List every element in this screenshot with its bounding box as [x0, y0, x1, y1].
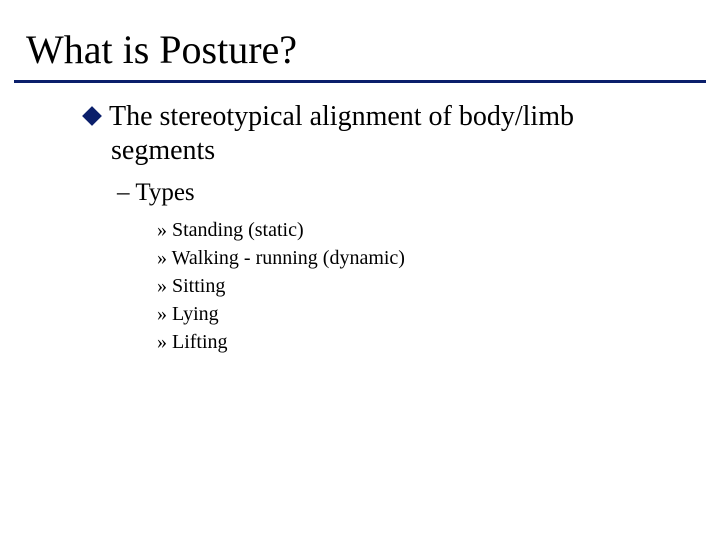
- chevron-bullet-icon: »: [157, 275, 172, 297]
- bullet-level-1-text: The stereotypical alignment of body/limb…: [109, 101, 574, 166]
- chevron-bullet-icon: »: [157, 219, 172, 241]
- bullet-level-2-text: Types: [135, 179, 194, 206]
- diamond-bullet-icon: [82, 106, 102, 126]
- slide: { "title": "What is Posture?", "rule": {…: [0, 0, 720, 540]
- bullet-level-3: » Standing (static): [157, 216, 685, 244]
- chevron-bullet-icon: »: [157, 247, 172, 269]
- bullet-level-3-text: Lifting: [172, 331, 228, 353]
- bullet-level-3-list: » Standing (static)» Walking - running (…: [157, 216, 685, 356]
- bullet-level-3-text: Walking - running (dynamic): [172, 247, 405, 269]
- bullet-level-1: The stereotypical alignment of body/limb…: [85, 100, 685, 167]
- chevron-bullet-icon: »: [157, 303, 172, 325]
- bullet-level-3: » Lifting: [157, 328, 685, 356]
- bullet-level-3: » Lying: [157, 300, 685, 328]
- chevron-bullet-icon: »: [157, 331, 172, 353]
- bullet-level-3-text: Lying: [172, 303, 219, 325]
- bullet-level-3-text: Standing (static): [172, 219, 304, 241]
- bullet-level-3: » Sitting: [157, 272, 685, 300]
- bullet-level-3: » Walking - running (dynamic): [157, 244, 685, 272]
- bullet-level-3-text: Sitting: [172, 275, 225, 297]
- title-underline: [14, 80, 706, 83]
- slide-body: The stereotypical alignment of body/limb…: [85, 100, 685, 356]
- bullet-level-2: – Types: [117, 177, 685, 208]
- dash-bullet-icon: –: [117, 179, 130, 206]
- slide-title: What is Posture?: [26, 28, 297, 72]
